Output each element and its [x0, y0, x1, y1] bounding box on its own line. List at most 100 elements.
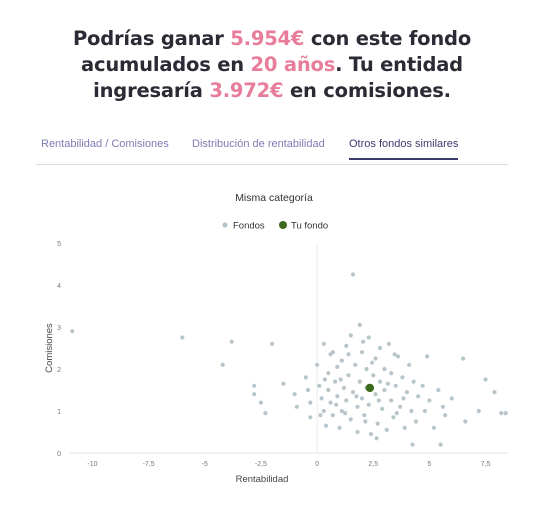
fund-point[interactable]: [359, 350, 365, 355]
fund-point[interactable]: [460, 356, 466, 361]
fund-point[interactable]: [393, 383, 398, 388]
fund-point[interactable]: [337, 425, 342, 430]
fund-point[interactable]: [323, 423, 329, 428]
fund-point[interactable]: [355, 429, 360, 435]
fund-point[interactable]: [384, 427, 389, 432]
fund-point[interactable]: [335, 394, 340, 399]
fund-point[interactable]: [362, 413, 367, 418]
fund-point[interactable]: [364, 366, 369, 372]
fund-point[interactable]: [449, 396, 454, 401]
fund-point[interactable]: [392, 352, 397, 357]
fund-point[interactable]: [376, 398, 381, 403]
fund-point[interactable]: [308, 415, 313, 420]
fund-point[interactable]: [382, 366, 387, 372]
fund-point[interactable]: [395, 354, 401, 359]
fund-point[interactable]: [373, 392, 378, 397]
fund-point[interactable]: [357, 379, 362, 384]
fund-point[interactable]: [361, 339, 366, 344]
fund-point[interactable]: [346, 352, 351, 357]
fund-point[interactable]: [332, 379, 338, 384]
your-fund-point[interactable]: [365, 383, 375, 393]
fund-point[interactable]: [229, 339, 234, 344]
fund-point[interactable]: [443, 413, 448, 418]
fund-point[interactable]: [427, 398, 432, 403]
fund-point[interactable]: [382, 387, 387, 393]
fund-point[interactable]: [373, 356, 378, 361]
fund-point[interactable]: [354, 394, 359, 399]
fund-point[interactable]: [330, 413, 335, 418]
fund-point[interactable]: [431, 425, 436, 430]
fund-point[interactable]: [335, 364, 340, 369]
fund-point[interactable]: [377, 379, 383, 384]
fund-point[interactable]: [370, 360, 375, 365]
fund-point[interactable]: [404, 390, 410, 395]
fund-point[interactable]: [258, 400, 264, 405]
fund-point[interactable]: [294, 404, 299, 409]
fund-point[interactable]: [463, 419, 468, 424]
fund-point[interactable]: [180, 335, 185, 340]
fund-point[interactable]: [402, 425, 407, 430]
fund-point[interactable]: [436, 387, 441, 393]
fund-point[interactable]: [425, 354, 430, 359]
fund-point[interactable]: [339, 358, 344, 363]
fund-point[interactable]: [305, 387, 311, 393]
fund-point[interactable]: [344, 398, 349, 403]
fund-point[interactable]: [371, 373, 376, 378]
fund-point[interactable]: [357, 322, 362, 327]
fund-point[interactable]: [503, 411, 508, 416]
fund-point[interactable]: [359, 396, 365, 401]
fund-point[interactable]: [355, 404, 360, 409]
fund-point[interactable]: [263, 411, 268, 416]
fund-point[interactable]: [368, 432, 374, 437]
fund-point[interactable]: [375, 421, 380, 426]
fund-point[interactable]: [292, 392, 297, 397]
fund-point[interactable]: [334, 402, 339, 407]
fund-point[interactable]: [398, 404, 403, 409]
legend-item-tu-fondo[interactable]: Tu fondo: [279, 221, 328, 232]
fund-point[interactable]: [409, 408, 414, 414]
fund-point[interactable]: [326, 387, 331, 393]
tab-otros-fondos-similares[interactable]: Otros fondos similares: [349, 138, 459, 160]
fund-point[interactable]: [343, 411, 348, 416]
fund-point[interactable]: [389, 398, 394, 403]
fund-point[interactable]: [339, 408, 344, 414]
fund-point[interactable]: [220, 362, 225, 367]
fund-point[interactable]: [476, 408, 481, 414]
fund-point[interactable]: [308, 400, 313, 405]
fund-point[interactable]: [348, 417, 353, 422]
fund-point[interactable]: [416, 394, 421, 399]
fund-point[interactable]: [328, 352, 333, 357]
fund-point[interactable]: [401, 396, 406, 401]
fund-point[interactable]: [413, 419, 419, 424]
fund-point[interactable]: [318, 413, 323, 418]
fund-point[interactable]: [319, 396, 324, 401]
fund-point[interactable]: [321, 408, 326, 414]
fund-point[interactable]: [348, 333, 353, 338]
fund-point[interactable]: [385, 381, 390, 386]
tab-rentabilidad-comisiones[interactable]: Rentabilidad / Comisiones: [41, 138, 169, 150]
fund-point[interactable]: [366, 402, 371, 407]
fund-point[interactable]: [350, 390, 356, 395]
fund-point[interactable]: [391, 415, 396, 420]
fund-point[interactable]: [411, 379, 416, 384]
fund-point[interactable]: [281, 381, 286, 386]
fund-point[interactable]: [410, 442, 415, 447]
fund-point[interactable]: [483, 377, 488, 382]
fund-point[interactable]: [394, 411, 399, 416]
fund-point[interactable]: [440, 404, 445, 409]
fund-point[interactable]: [366, 335, 371, 340]
fund-point[interactable]: [374, 436, 379, 441]
fund-point[interactable]: [492, 390, 497, 395]
fund-point[interactable]: [377, 345, 383, 351]
fund-point[interactable]: [70, 329, 75, 334]
fund-point[interactable]: [389, 371, 394, 376]
fund-point[interactable]: [350, 272, 356, 277]
fund-point[interactable]: [314, 362, 320, 367]
tab-distribucion-rentabilidad[interactable]: Distribución de rentabilidad: [192, 138, 325, 150]
fund-point[interactable]: [328, 400, 333, 405]
fund-point[interactable]: [499, 411, 504, 416]
legend-item-fondos[interactable]: Fondos: [222, 221, 265, 232]
fund-point[interactable]: [326, 371, 331, 376]
fund-point[interactable]: [252, 392, 257, 397]
fund-point[interactable]: [317, 383, 322, 388]
